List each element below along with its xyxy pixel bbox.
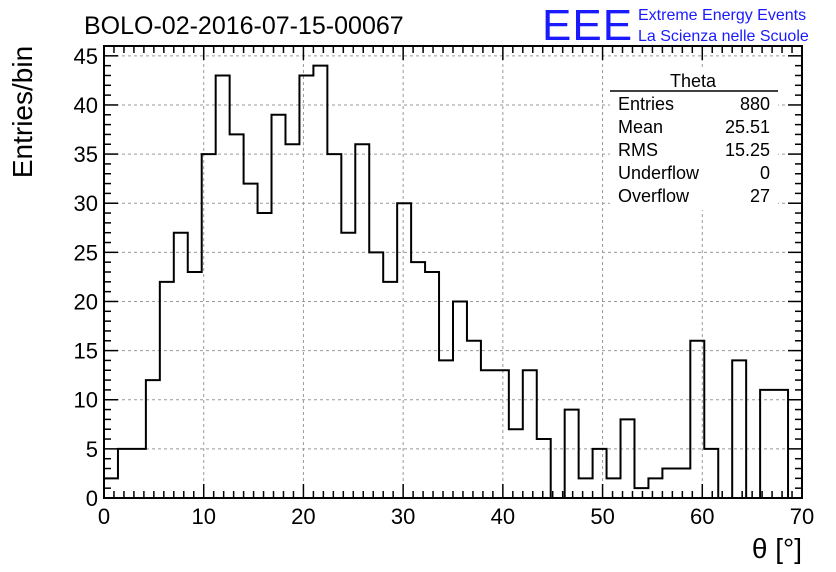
histogram-bin	[467, 341, 481, 498]
histogram-bin	[202, 154, 216, 498]
logo-mark: EEE	[542, 1, 633, 50]
histogram-bin	[132, 449, 146, 498]
histogram-bin	[648, 478, 662, 498]
stats-rms-label: RMS	[618, 140, 658, 160]
histogram-bin	[425, 272, 439, 498]
logo-line1: Extreme Energy Events	[638, 7, 806, 24]
x-tick-label: 10	[191, 504, 215, 529]
logo-line2: La Scienza nelle Scuole	[638, 28, 809, 45]
x-tick-label: 0	[98, 504, 110, 529]
histogram-bin	[523, 370, 537, 498]
histogram-bin	[341, 233, 355, 498]
histogram-bin	[676, 469, 690, 498]
y-tick-label: 10	[74, 388, 98, 413]
histogram-bin	[383, 282, 397, 498]
stats-box-bg	[610, 70, 778, 210]
histogram-bin	[579, 478, 593, 498]
y-tick-label: 45	[74, 44, 98, 69]
x-tick-label: 60	[690, 504, 714, 529]
histogram-bin	[621, 419, 635, 498]
stats-underflow-label: Underflow	[618, 163, 700, 183]
x-tick-label: 30	[391, 504, 415, 529]
histogram-bin	[369, 252, 383, 498]
stats-entries-value: 880	[740, 94, 770, 114]
y-tick-label: 25	[74, 240, 98, 265]
chart-title: BOLO-02-2016-07-15-00067	[84, 12, 404, 40]
x-tick-label: 40	[491, 504, 515, 529]
y-tick-label: 20	[74, 289, 98, 314]
histogram-bin	[481, 370, 495, 498]
histogram-bin	[118, 449, 132, 498]
histogram-bin	[355, 144, 369, 498]
histogram-bin	[495, 370, 509, 498]
histogram-bin	[565, 410, 579, 498]
stats-mean-value: 25.51	[725, 117, 770, 137]
histogram-bin	[439, 360, 453, 498]
histogram-bin	[593, 449, 607, 498]
histogram-bin	[411, 262, 425, 498]
histogram-bin	[690, 341, 704, 498]
x-tick-label: 70	[790, 504, 814, 529]
histogram-bin	[537, 439, 551, 498]
histogram-bin	[327, 154, 341, 498]
stats-underflow-value: 0	[760, 163, 770, 183]
stats-overflow-label: Overflow	[618, 186, 690, 206]
histogram-bin	[146, 380, 160, 498]
histogram-bin	[188, 272, 202, 498]
x-tick-label: 20	[291, 504, 315, 529]
histogram-bin	[230, 134, 244, 498]
histogram-bin	[285, 144, 299, 498]
histogram-bin	[313, 66, 327, 498]
x-axis-label: θ [°]	[752, 533, 802, 564]
stats-rms-value: 15.25	[725, 140, 770, 160]
histogram-bin	[160, 282, 174, 498]
y-axis-label: Entries/bin	[7, 46, 38, 178]
stats-overflow-value: 27	[750, 186, 770, 206]
histogram-bin	[244, 184, 258, 498]
y-tick-label: 5	[86, 437, 98, 462]
histogram-bin	[216, 75, 230, 498]
y-tick-label: 0	[86, 486, 98, 511]
y-tick-label: 35	[74, 142, 98, 167]
histogram-bin	[662, 469, 676, 498]
histogram-bin	[299, 75, 313, 498]
x-tick-label: 50	[590, 504, 614, 529]
histogram-bin	[509, 429, 523, 498]
y-tick-label: 15	[74, 339, 98, 364]
ticks-layer	[103, 45, 803, 499]
histogram-bin	[760, 390, 774, 498]
stats-mean-label: Mean	[618, 117, 663, 137]
stats-entries-label: Entries	[618, 94, 674, 114]
histogram-bin	[704, 449, 718, 498]
y-tick-label: 30	[74, 191, 98, 216]
eee-logo: EEE Extreme Energy Events La Scienza nel…	[542, 1, 809, 50]
histogram-bin	[397, 203, 411, 498]
histogram-bin	[453, 301, 467, 498]
stats-box: Theta Entries 880 Mean 25.51 RMS 15.25 U…	[610, 70, 778, 210]
histogram-bin	[774, 390, 788, 498]
stats-title: Theta	[670, 71, 717, 91]
y-tick-label: 40	[74, 93, 98, 118]
histogram-bin	[634, 488, 648, 498]
histogram-bin	[174, 233, 188, 498]
histogram-bin	[258, 213, 272, 498]
histogram-bin	[607, 478, 621, 498]
histogram-bin	[272, 115, 286, 498]
tick-labels-layer: 0 10 20 30 40 50 60 70 0 5 10 15 20 25 30 35 40 45	[74, 44, 815, 529]
histogram-series	[103, 64, 802, 499]
histogram-bin	[732, 360, 746, 498]
